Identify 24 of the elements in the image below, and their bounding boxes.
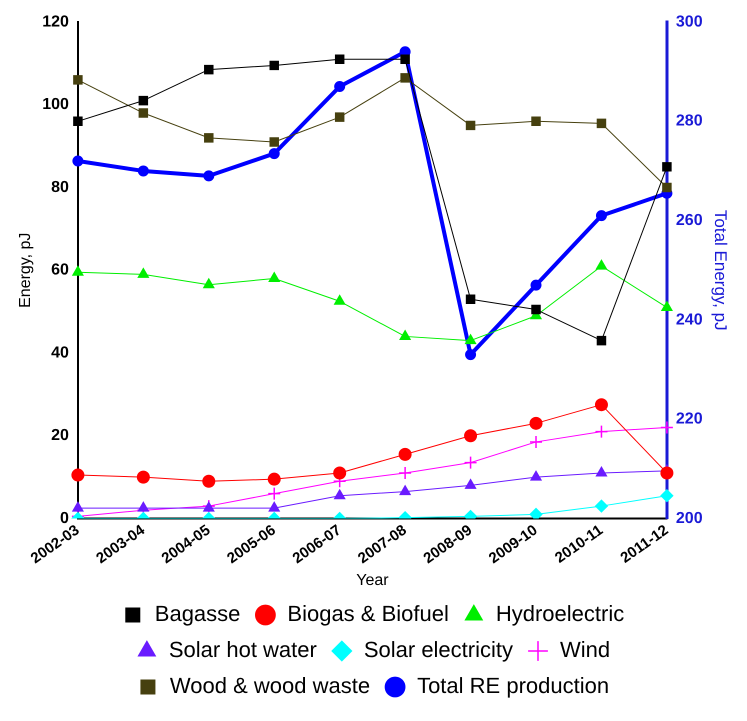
y-axis-title: Energy, pJ	[17, 232, 34, 308]
y2-tick-label: 200	[676, 510, 703, 527]
y2-tick-label: 300	[676, 13, 703, 30]
legend-label: Total RE production	[417, 673, 610, 698]
legend-label: Solar electricity	[364, 637, 513, 662]
legend-label: Bagasse	[154, 601, 240, 626]
y-tick-label: 120	[42, 13, 69, 30]
legend-label: Solar hot water	[168, 637, 317, 662]
legend-label: Biogas & Biofuel	[287, 601, 449, 626]
y-tick-label: 100	[42, 96, 69, 114]
y-tick-label: 20	[51, 427, 69, 444]
y2-axis-title: Total Energy, pJ	[711, 210, 730, 331]
x-axis-title: Year	[356, 572, 390, 589]
y2-tick-label: 260	[676, 212, 703, 229]
legend-label: Hydroelectric	[496, 601, 624, 626]
y-tick-label: 80	[51, 178, 69, 196]
y-tick-label: 0	[60, 510, 69, 527]
y2-tick-label: 280	[676, 112, 703, 130]
y2-tick-label: 220	[676, 410, 703, 428]
y-tick-label: 60	[51, 262, 69, 279]
legend-label: Wind	[560, 637, 610, 662]
legend-label: Wood & wood waste	[170, 673, 370, 698]
y-tick-label: 40	[51, 344, 69, 362]
y2-tick-label: 240	[676, 311, 703, 328]
